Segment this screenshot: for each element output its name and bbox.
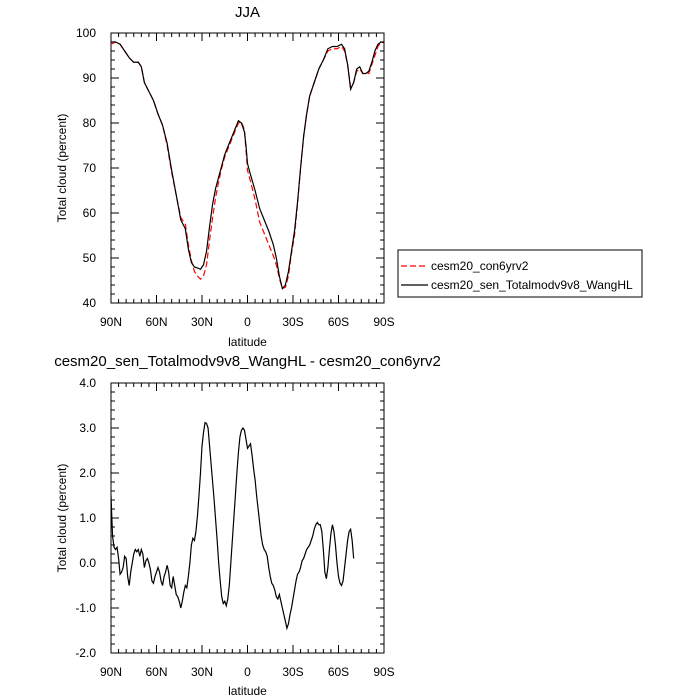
x-tick-label: 90S (373, 665, 394, 679)
y-tick-label: 70 (83, 161, 97, 175)
y-tick-label: 4.0 (79, 376, 96, 390)
x-tick-label: 60N (145, 665, 167, 679)
legend: cesm20_con6yrv2 cesm20_sen_Totalmodv9v8_W… (397, 249, 643, 298)
chart-title: cesm20_sen_Totalmodv9v8_WangHL - cesm20_… (54, 353, 441, 370)
legend-label-1: cesm20_con6yrv2 (431, 259, 529, 273)
x-axis-label: latitude (228, 684, 267, 698)
series-line-2 (111, 41, 384, 290)
x-tick-label: 90N (100, 665, 122, 679)
x-tick-label: 0 (244, 665, 251, 679)
x-tick-label: 60S (328, 315, 349, 329)
x-tick-label: 60S (328, 665, 349, 679)
y-tick-label: 90 (83, 71, 97, 85)
y-tick-label: 0.0 (79, 556, 96, 570)
y-tick-label: 40 (83, 296, 97, 310)
x-tick-label: 30S (282, 315, 303, 329)
y-tick-label: 50 (83, 251, 97, 265)
y-tick-label: 1.0 (79, 511, 96, 525)
y-axis-label: Total cloud (percent) (55, 464, 69, 573)
legend-box (397, 249, 643, 298)
x-tick-label: 30S (282, 665, 303, 679)
series-line-1 (111, 421, 355, 631)
x-tick-label: 30N (191, 665, 213, 679)
y-tick-label: 3.0 (79, 421, 96, 435)
y-tick-label: -2.0 (75, 646, 96, 660)
x-tick-label: 60N (145, 315, 167, 329)
x-tick-label: 30N (191, 315, 213, 329)
panel-2: cesm20_sen_Totalmodv9v8_WangHL - cesm20_… (54, 353, 441, 698)
x-tick-label: 0 (244, 315, 251, 329)
panel-1: JJA 90N 60N 30N 0 30S 60S 90S 40 50 60 70 80 90 100 lat… (55, 4, 395, 349)
minor-ticks (111, 383, 384, 653)
y-tick-label: 2.0 (79, 466, 96, 480)
y-tick-label: 60 (83, 206, 97, 220)
plot-frame (110, 382, 385, 654)
legend-label-2: cesm20_sen_Totalmodv9v8_WangHL (431, 278, 633, 292)
x-tick-label: 90S (373, 315, 394, 329)
y-tick-label: -1.0 (75, 601, 96, 615)
x-tick-label: 90N (100, 315, 122, 329)
y-axis-label: Total cloud (percent) (55, 114, 69, 223)
x-axis-label: latitude (228, 335, 267, 349)
minor-ticks (111, 33, 384, 303)
chart-title: JJA (235, 4, 260, 21)
y-tick-label: 80 (83, 116, 97, 130)
y-tick-label: 100 (76, 26, 96, 40)
